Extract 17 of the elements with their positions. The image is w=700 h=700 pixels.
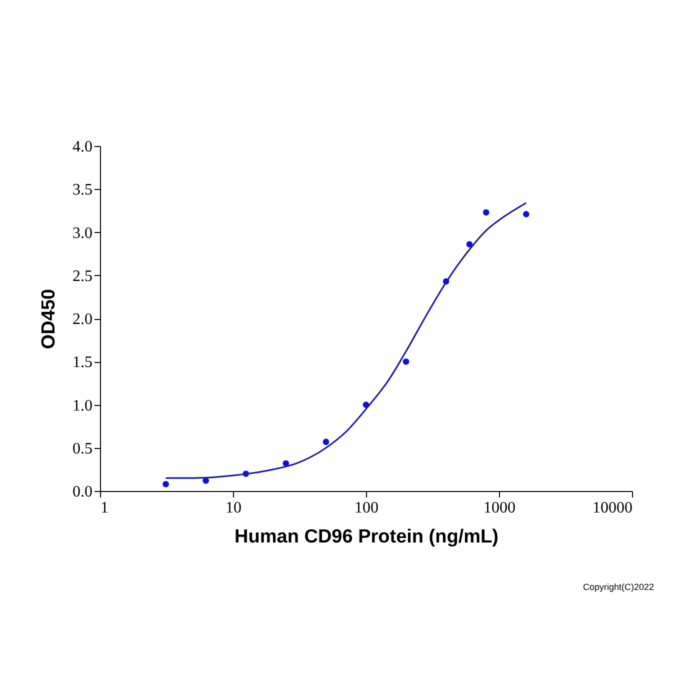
x-axis-title: Human CD96 Protein (ng/mL) [234,526,498,548]
x-tick-label: 10000 [592,500,632,516]
y-tick-label: 1.0 [72,397,92,414]
y-tick-label: 2.0 [72,311,92,328]
y-tick-label: 3.0 [72,224,92,242]
y-tick-label: 1.5 [72,354,92,372]
y-tick-label: 2.5 [72,268,92,285]
x-tick-label: 1 [100,500,108,516]
y-tick-label: 4.0 [72,138,92,156]
y-tick-label: 0.5 [72,440,92,458]
x-tick-label: 10 [226,500,242,516]
x-tick-label: 100 [354,500,378,516]
y-tick-label: 3.5 [72,182,92,199]
x-tick-label: 1000 [484,500,516,516]
y-tick-label: 0.0 [72,484,92,500]
y-axis-title: OD450 [38,288,60,350]
text: Copyright(C)2022 [582,582,654,592]
